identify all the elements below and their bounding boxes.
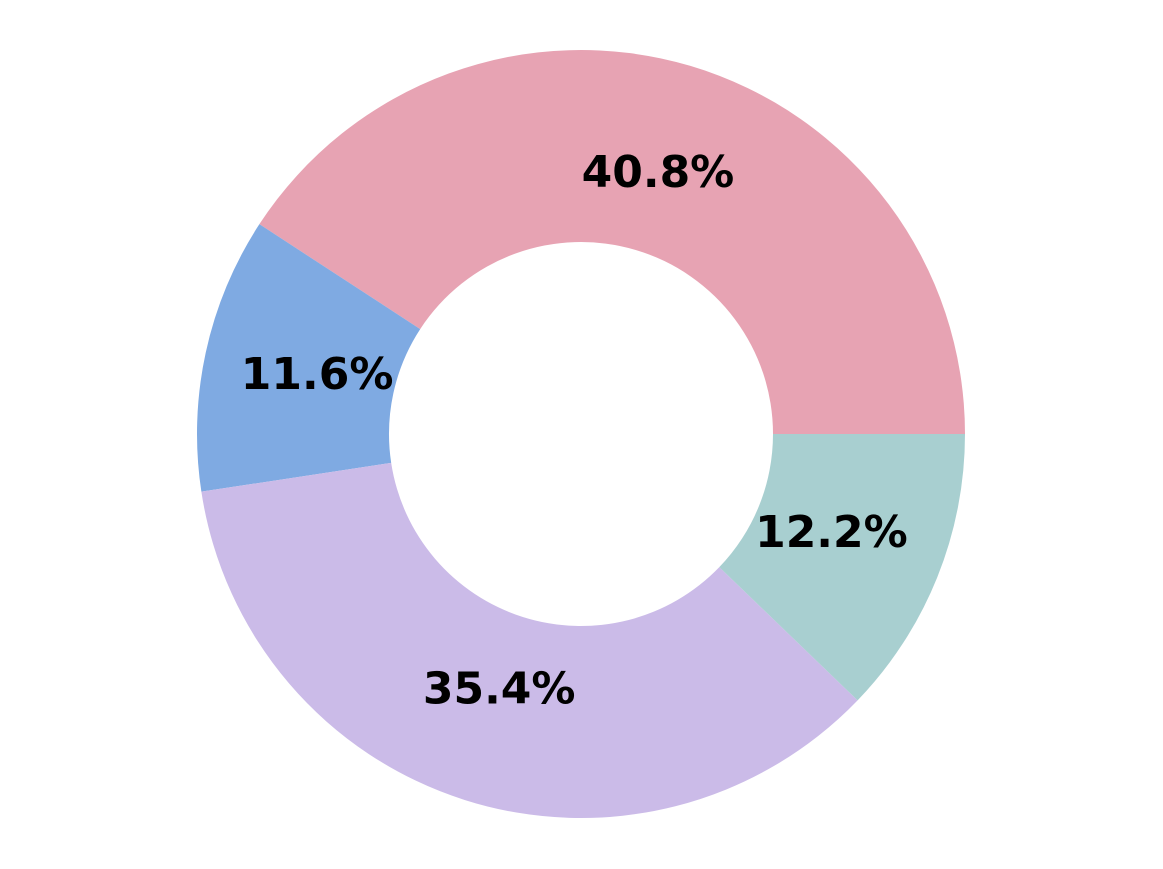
donut-slice: [259, 49, 965, 434]
slice-label: 35.4%: [423, 663, 576, 714]
slice-label: 40.8%: [582, 147, 735, 198]
slice-label: 12.2%: [755, 507, 908, 558]
donut-slice: [196, 224, 421, 492]
slice-label: 11.6%: [241, 349, 394, 400]
donut-slice: [719, 434, 965, 701]
donut-slice: [201, 462, 858, 818]
